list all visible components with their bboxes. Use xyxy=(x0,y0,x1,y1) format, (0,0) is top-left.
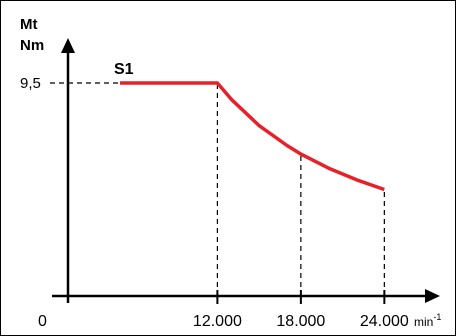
origin-label: 0 xyxy=(38,313,47,330)
series-layer xyxy=(120,81,385,192)
y-unit-line-2: Nm xyxy=(20,37,44,54)
series-label-0: S1 xyxy=(114,61,134,78)
x-tick-label-0: 12.000 xyxy=(193,313,242,330)
x-unit-label: min-1 xyxy=(414,312,441,329)
y-tick-label-0: 9,5 xyxy=(20,75,41,92)
series-labels: S1 xyxy=(114,61,134,78)
x-unit-base: min xyxy=(414,315,433,329)
x-tick-label-2: 24.000 xyxy=(360,313,409,330)
tick-marks xyxy=(50,82,386,304)
x-unit-exponent: -1 xyxy=(433,312,441,322)
tick-labels: 9,5 12.000 18.000 24.000 xyxy=(20,75,409,330)
dashed-guides xyxy=(68,82,385,296)
axes xyxy=(52,38,440,303)
x-axis-arrow-icon xyxy=(425,289,440,303)
y-axis-arrow-icon xyxy=(61,38,75,53)
y-unit-line-1: Mt xyxy=(20,16,38,33)
series-line-0 xyxy=(120,81,385,192)
x-tick-label-1: 18.000 xyxy=(276,313,325,330)
